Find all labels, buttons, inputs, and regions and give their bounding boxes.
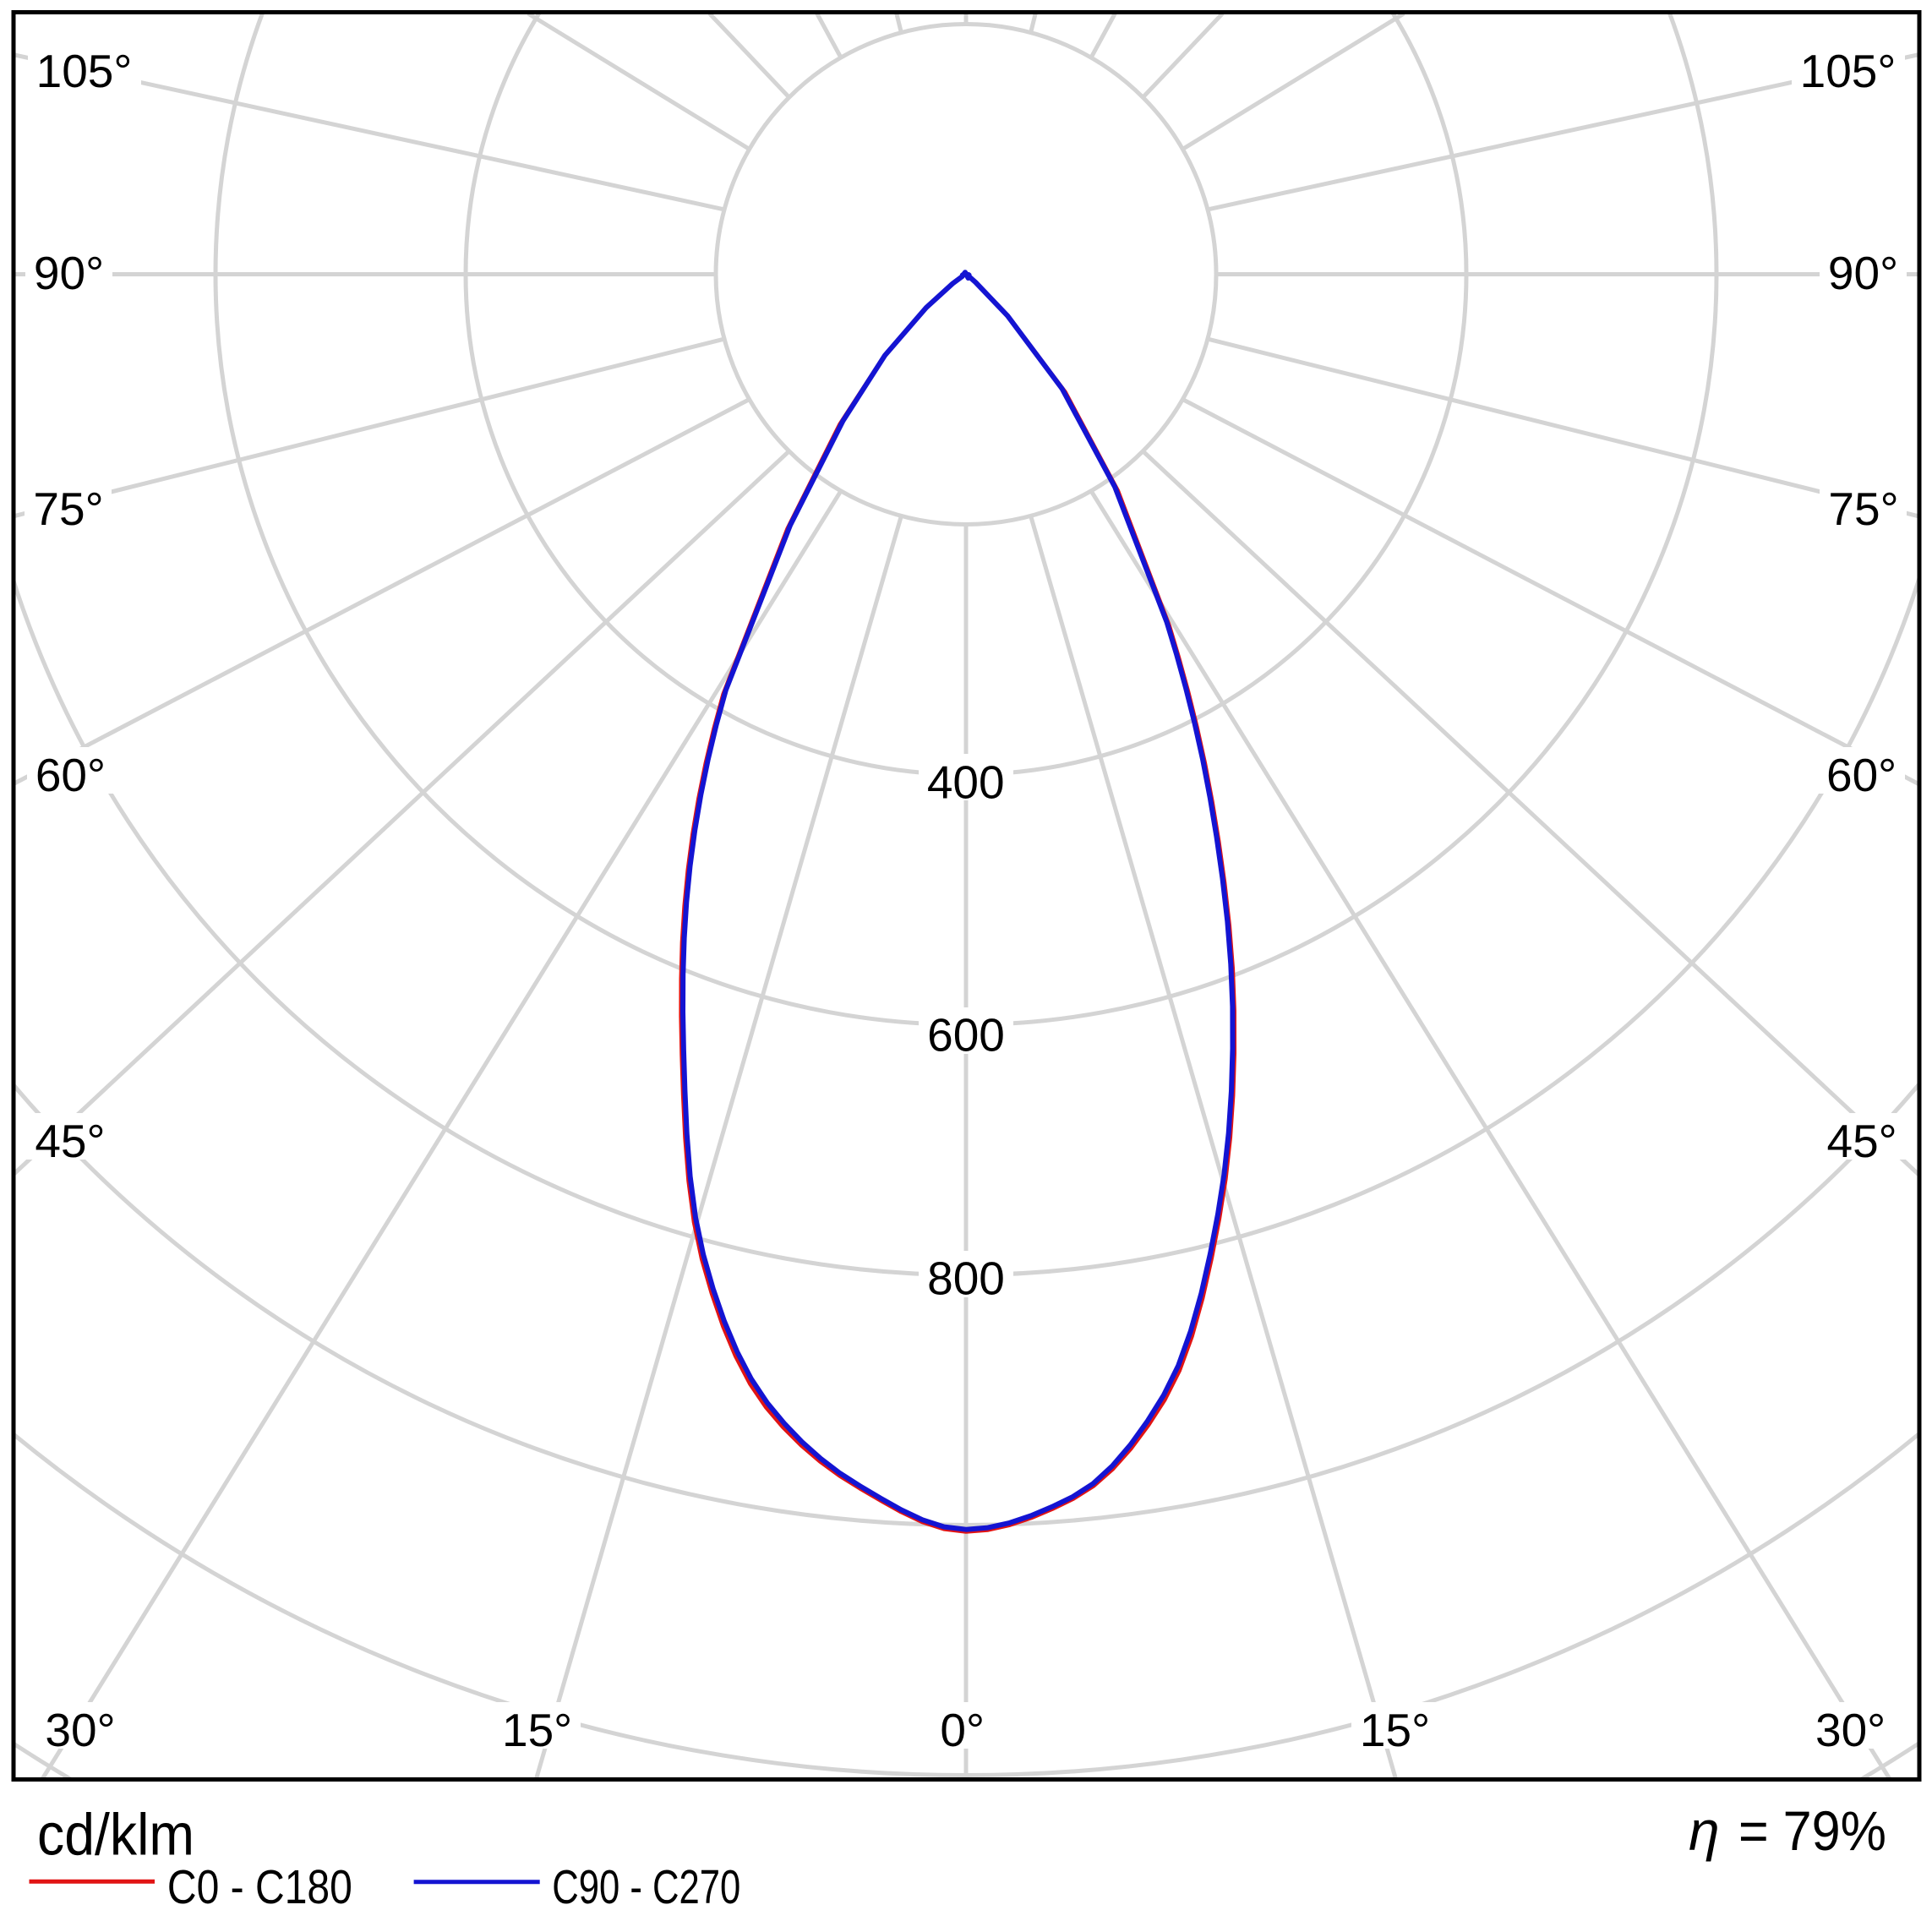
- svg-text:C90 - C270: C90 - C270: [552, 1860, 740, 1914]
- svg-text:= 79%: = 79%: [1738, 1799, 1886, 1862]
- svg-text:90°: 90°: [34, 247, 104, 299]
- svg-text:30°: 30°: [45, 1704, 115, 1756]
- svg-text:400: 400: [927, 756, 1005, 809]
- svg-text:60°: 60°: [35, 749, 106, 801]
- svg-text:105°: 105°: [1800, 45, 1897, 97]
- svg-text:C0 - C180: C0 - C180: [167, 1860, 352, 1914]
- svg-text:800: 800: [927, 1253, 1005, 1305]
- svg-text:15°: 15°: [1360, 1704, 1430, 1756]
- svg-text:45°: 45°: [1827, 1115, 1897, 1167]
- svg-text:45°: 45°: [35, 1115, 105, 1167]
- svg-text:75°: 75°: [1828, 483, 1898, 535]
- svg-text:75°: 75°: [33, 483, 103, 535]
- svg-text:0°: 0°: [940, 1704, 985, 1756]
- svg-text:105°: 105°: [36, 45, 133, 97]
- svg-text:60°: 60°: [1826, 749, 1897, 801]
- svg-text:600: 600: [927, 1009, 1005, 1062]
- svg-text:cd/klm: cd/klm: [37, 1801, 194, 1867]
- svg-text:30°: 30°: [1815, 1704, 1886, 1756]
- svg-text:15°: 15°: [502, 1704, 572, 1756]
- svg-text:η: η: [1689, 1799, 1720, 1862]
- svg-text:90°: 90°: [1828, 247, 1898, 299]
